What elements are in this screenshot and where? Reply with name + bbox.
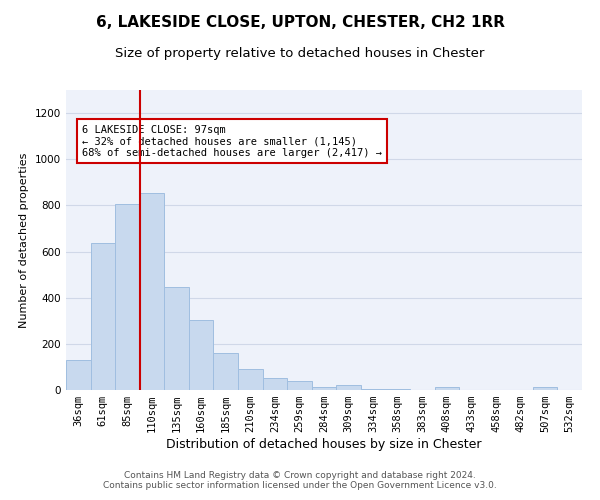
Bar [214, 353, 238, 390]
Bar [287, 381, 312, 390]
Text: Contains HM Land Registry data © Crown copyright and database right 2024.
Contai: Contains HM Land Registry data © Crown c… [103, 470, 497, 490]
Bar [336, 386, 361, 390]
Bar [91, 244, 115, 390]
Text: Size of property relative to detached houses in Chester: Size of property relative to detached ho… [115, 48, 485, 60]
Bar [189, 320, 214, 390]
Bar [140, 192, 164, 390]
Bar [434, 386, 459, 390]
Text: 6 LAKESIDE CLOSE: 97sqm
← 32% of detached houses are smaller (1,145)
68% of semi: 6 LAKESIDE CLOSE: 97sqm ← 32% of detache… [82, 124, 382, 158]
Bar [385, 389, 410, 390]
Bar [533, 386, 557, 390]
Bar [263, 378, 287, 390]
Bar [238, 369, 263, 390]
X-axis label: Distribution of detached houses by size in Chester: Distribution of detached houses by size … [166, 438, 482, 451]
Y-axis label: Number of detached properties: Number of detached properties [19, 152, 29, 328]
Bar [66, 360, 91, 390]
Bar [115, 204, 140, 390]
Bar [361, 389, 385, 390]
Bar [164, 288, 189, 390]
Text: 6, LAKESIDE CLOSE, UPTON, CHESTER, CH2 1RR: 6, LAKESIDE CLOSE, UPTON, CHESTER, CH2 1… [95, 15, 505, 30]
Bar [312, 386, 336, 390]
